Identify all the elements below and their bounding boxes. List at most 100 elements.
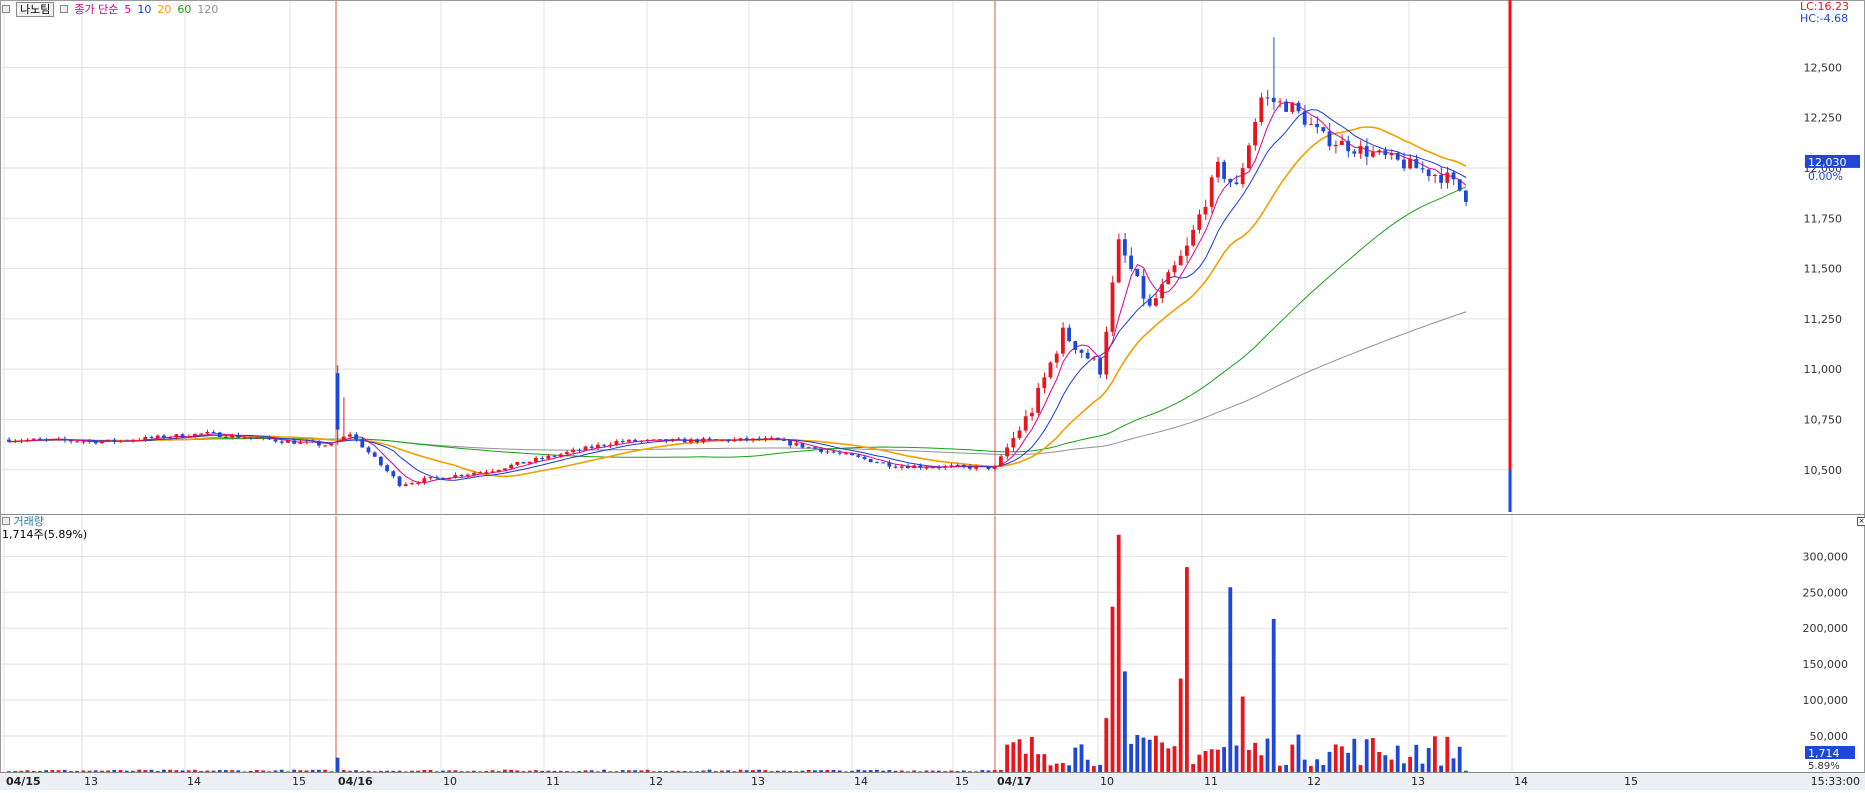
volume-bar xyxy=(143,770,148,772)
candle-body xyxy=(1278,101,1282,103)
candle-body xyxy=(899,466,904,468)
candle-body xyxy=(310,441,315,443)
candle-body xyxy=(478,472,482,474)
candle-body xyxy=(1240,168,1245,185)
volume-bar xyxy=(546,770,551,772)
candle-body xyxy=(1129,255,1133,270)
volume-bar xyxy=(236,770,241,772)
volume-title: 거래량 xyxy=(13,515,44,528)
candle-body xyxy=(552,455,557,457)
price-tick-label: 11,000 xyxy=(1804,363,1843,376)
candle-body xyxy=(1104,331,1109,375)
candle-body xyxy=(782,439,786,441)
volume-bar xyxy=(1315,759,1319,772)
volume-bar xyxy=(484,770,489,772)
candle-body xyxy=(354,434,358,440)
volume-bar xyxy=(459,771,464,773)
volume-bar xyxy=(56,770,61,772)
volume-bar xyxy=(100,770,104,772)
volume-bar xyxy=(1073,747,1078,772)
candle-body xyxy=(912,465,916,469)
volume-bar xyxy=(695,771,699,773)
candle-body xyxy=(1178,255,1183,266)
volume-bar xyxy=(1160,742,1164,772)
volume-bar xyxy=(1321,764,1326,772)
hour-label: 14 xyxy=(1514,775,1528,788)
hour-label: 11 xyxy=(546,775,560,788)
candle-body xyxy=(81,441,86,443)
volume-bar xyxy=(1222,747,1226,772)
legend-toggle-icon[interactable] xyxy=(2,5,10,13)
candle-body xyxy=(1216,161,1220,178)
volume-bar xyxy=(416,770,420,772)
candle-body xyxy=(664,439,668,442)
volume-bar xyxy=(887,770,892,772)
candle-body xyxy=(1333,144,1338,147)
volume-bar xyxy=(19,770,24,772)
candle-body xyxy=(1402,159,1406,169)
candle-body xyxy=(1371,152,1375,157)
candle-body xyxy=(93,440,98,444)
stock-name-button[interactable]: 나노팀 xyxy=(16,1,55,17)
indicator-toggle-icon[interactable] xyxy=(60,5,69,13)
candle-body xyxy=(286,440,290,443)
candle-body xyxy=(298,441,303,444)
volume-bar xyxy=(639,770,644,772)
candle-body xyxy=(248,437,253,439)
candle-body xyxy=(980,465,985,467)
candle-body xyxy=(1098,358,1102,375)
ma-5-line xyxy=(9,101,1467,484)
volume-bar xyxy=(658,770,662,772)
close-panel-icon[interactable]: × xyxy=(1857,517,1865,526)
candle-body xyxy=(1414,158,1419,169)
candle-body xyxy=(205,431,210,434)
candle-body xyxy=(788,440,792,446)
candlestick-series xyxy=(7,37,1468,488)
volume-bar xyxy=(596,771,600,773)
volume-bar xyxy=(118,769,123,772)
volume-bar xyxy=(1408,756,1412,772)
volume-bar xyxy=(1005,744,1009,772)
volume-bar xyxy=(1061,763,1065,772)
candle-body xyxy=(255,437,259,439)
candle-body xyxy=(1253,122,1257,146)
volume-bar xyxy=(1383,755,1388,772)
volume-bar xyxy=(670,770,675,772)
volume-bar xyxy=(806,770,811,772)
hour-label: 14 xyxy=(854,775,868,788)
volume-bar xyxy=(794,771,799,773)
volume-bar xyxy=(1197,754,1202,772)
candle-body xyxy=(1302,111,1307,125)
volume-bar xyxy=(875,769,879,772)
volume-bar xyxy=(571,771,575,773)
candle-body xyxy=(131,440,135,442)
volume-bar xyxy=(682,771,687,773)
volume-toggle-icon[interactable] xyxy=(2,517,10,525)
volume-bar xyxy=(1265,738,1270,772)
volume-bar xyxy=(137,769,141,772)
candle-body xyxy=(69,440,73,442)
candle-body xyxy=(1160,284,1164,299)
volume-bar xyxy=(992,769,997,772)
candle-body xyxy=(118,440,123,442)
candle-body xyxy=(1352,151,1357,154)
volume-bar xyxy=(490,770,495,772)
volume-bar xyxy=(633,770,637,772)
volume-bar xyxy=(999,769,1003,772)
candle-body xyxy=(397,476,402,486)
candle-body xyxy=(465,474,470,477)
ma-60-line xyxy=(9,186,1467,458)
candle-body xyxy=(924,467,929,469)
volume-bar xyxy=(1402,763,1406,772)
volume-bar xyxy=(1389,759,1394,772)
candle-body xyxy=(1092,358,1096,360)
candle-body xyxy=(1271,97,1276,103)
volume-bar xyxy=(1098,764,1102,772)
volume-bar xyxy=(180,770,185,772)
volume-bar xyxy=(1464,770,1468,772)
volume-bar xyxy=(1284,764,1288,772)
volume-bar xyxy=(434,771,439,773)
volume-bar xyxy=(286,771,290,773)
